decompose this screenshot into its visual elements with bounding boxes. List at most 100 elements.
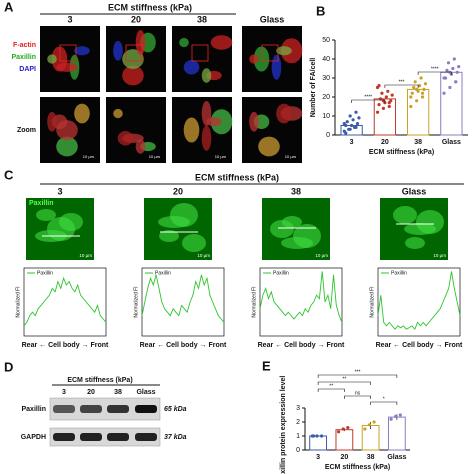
plot-frame (259, 267, 343, 337)
band (53, 433, 75, 441)
profile-line (141, 274, 225, 323)
sig-label: *** (399, 79, 405, 85)
data-point (384, 95, 388, 99)
sig-bracket (317, 374, 398, 378)
data-point (415, 99, 419, 103)
cell (122, 49, 144, 69)
y-axis-label: Normalized FI (133, 286, 139, 317)
data-point (375, 110, 380, 114)
cell (281, 237, 313, 249)
channel-label: F-actin (13, 42, 36, 49)
panel-header: ECM stiffness (kPa) (195, 172, 279, 182)
row-label: Paxillin (21, 406, 46, 413)
plot-frame (141, 267, 225, 337)
y-tick-label: 0 (296, 447, 300, 454)
profile-line (377, 271, 461, 331)
column-label: Glass (402, 186, 427, 196)
data-point (367, 423, 372, 427)
lane-label: 3 (62, 389, 66, 396)
data-point (415, 87, 419, 91)
scale-bar-label: 10 µm (79, 253, 92, 258)
sig-bracket (417, 71, 452, 75)
data-point (409, 95, 413, 99)
column-label: Glass (260, 14, 285, 24)
data-point (357, 116, 361, 120)
data-point (389, 417, 393, 421)
legend-label: Paxillin (391, 270, 407, 276)
sig-bracket (317, 388, 345, 392)
cell (253, 46, 270, 72)
zoom-box (59, 44, 77, 62)
legend-label: Paxillin (155, 270, 171, 276)
band (80, 433, 102, 441)
data-point (445, 68, 449, 72)
lane-label: Glass (136, 389, 155, 396)
column-label: 3 (67, 14, 72, 24)
data-point (377, 84, 381, 88)
y-axis-label: Paxillin protein expression level (280, 376, 287, 474)
sig-label: ** (329, 383, 333, 389)
x-tick-label: 38 (414, 139, 422, 146)
band (107, 433, 129, 441)
x-tick-label: 20 (340, 454, 348, 461)
channel-label: DAPI (19, 66, 36, 73)
zoom-label: Zoom (17, 127, 36, 134)
data-point (386, 89, 390, 93)
column-label: 20 (173, 186, 183, 196)
legend-label: Paxillin (273, 270, 289, 276)
scale-bar-label: 10 µm (149, 154, 161, 159)
sig-label: **** (364, 94, 372, 100)
data-point (417, 84, 422, 88)
data-point (351, 118, 355, 122)
band (80, 405, 102, 413)
zoom-box (261, 44, 279, 62)
cell (276, 46, 292, 56)
scale-bar-label: 10 µm (215, 154, 227, 159)
sig-label: ** (342, 376, 346, 382)
data-point (337, 430, 341, 434)
data-point (413, 80, 417, 84)
data-point (354, 110, 358, 114)
data-point (387, 104, 391, 109)
band (135, 433, 157, 441)
blot (49, 427, 161, 447)
data-point (348, 114, 352, 118)
bar (309, 435, 328, 451)
data-point (315, 434, 319, 438)
cell (135, 29, 146, 56)
scale-bar-label: 10 µm (83, 154, 95, 159)
y-axis-label: Normalized FI (15, 286, 21, 317)
cell (74, 103, 90, 124)
sig-bracket (384, 84, 419, 88)
data-point (442, 91, 446, 95)
panel-label: A (4, 0, 14, 14)
data-point (412, 85, 416, 90)
cell (276, 103, 292, 124)
x-tick-label: Glass (387, 454, 406, 461)
y-tick-label: 30 (322, 75, 330, 82)
data-point (394, 414, 398, 418)
y-tick-label: 3 (296, 405, 300, 412)
x-tick-label: 3 (350, 139, 354, 146)
data-point (380, 91, 384, 95)
cell (404, 223, 436, 235)
data-point (342, 122, 346, 126)
data-point (457, 65, 461, 69)
panel-label: D (4, 359, 13, 374)
y-tick-label: 10 (322, 113, 330, 120)
scale-bar-label: 10 µm (285, 154, 297, 159)
cell (271, 54, 282, 80)
row-label: GAPDH (21, 434, 46, 441)
size-label: 37 kDa (164, 434, 187, 441)
cell (117, 130, 134, 146)
y-tick-label: 40 (322, 56, 330, 63)
data-point (319, 434, 324, 438)
x-tick-label: Glass (442, 139, 461, 146)
sig-bracket (351, 99, 386, 103)
data-point (420, 91, 425, 95)
panel-label: C (4, 167, 14, 182)
data-point (377, 103, 381, 107)
sig-bracket (370, 401, 398, 405)
data-point (398, 413, 402, 417)
